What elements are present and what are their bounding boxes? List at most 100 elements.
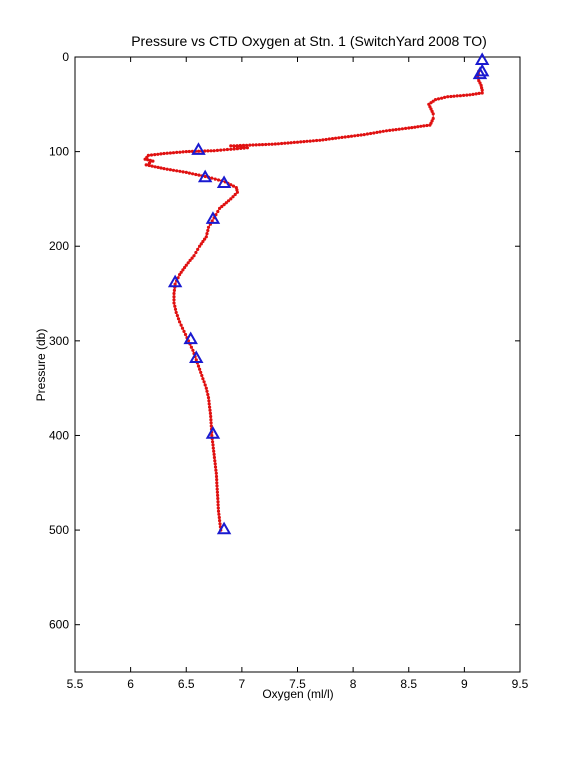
profile-point (388, 128, 392, 132)
bottle-triangle-marker (183, 331, 198, 345)
profile-point (220, 204, 224, 209)
x-tick-label: 6.5 (178, 677, 195, 691)
profile-point (369, 131, 373, 136)
profile-point (196, 364, 201, 368)
profile-point (168, 151, 172, 155)
profile-point (165, 167, 169, 171)
profile-point (431, 112, 435, 116)
profile-point (214, 474, 219, 479)
profile-point (172, 291, 176, 296)
profile-point (208, 411, 212, 415)
profile-point (194, 172, 198, 177)
profile-point (194, 358, 198, 362)
profile-point (148, 158, 152, 162)
profile-point (359, 133, 363, 137)
profile-point (176, 317, 181, 321)
profile-point (446, 95, 450, 99)
profile-point (212, 452, 216, 456)
profile-point (327, 137, 331, 141)
profile-point (427, 102, 431, 106)
profile-point (353, 134, 357, 138)
profile-point (153, 153, 157, 157)
profile-point (216, 500, 220, 504)
profile-point (188, 258, 192, 262)
y-tick-label: 500 (49, 523, 69, 537)
profile-point (206, 396, 211, 400)
profile-point (207, 399, 211, 403)
profile-point (229, 183, 233, 187)
profile-point (215, 478, 219, 482)
profile-point (218, 206, 222, 210)
profile-point (183, 265, 187, 270)
profile-point (180, 326, 185, 330)
profile-point (206, 225, 211, 229)
profile-point (181, 150, 185, 154)
bottle-triangle-marker (205, 211, 221, 224)
profile-point (289, 141, 293, 145)
profile-point (381, 129, 385, 133)
profile-point (400, 127, 404, 131)
profile-point (173, 304, 177, 308)
bottle-triangle-marker (216, 175, 232, 188)
x-tick-label: 6 (127, 677, 134, 691)
profile-point (215, 481, 219, 485)
profile-point (276, 142, 280, 146)
profile-point (182, 329, 186, 333)
profile-point (218, 519, 222, 523)
profile-point (410, 126, 414, 130)
profile-point (231, 184, 236, 188)
profile-point (337, 136, 341, 140)
profile-point (362, 133, 366, 137)
profile-point (203, 383, 207, 387)
profile-point (334, 136, 338, 140)
profile-point (183, 332, 188, 337)
profile-point (187, 171, 191, 175)
profile-point (175, 150, 179, 154)
profile-point (184, 170, 188, 174)
profile-point (208, 408, 212, 412)
profile-point (209, 421, 213, 425)
profile-point (217, 512, 221, 516)
profile-point (267, 142, 271, 146)
profile-point (151, 159, 155, 163)
profile-point (172, 288, 176, 292)
profile-point (431, 116, 435, 121)
x-tick-label: 8 (350, 677, 357, 691)
profile-point (209, 149, 213, 153)
bottle-triangle-marker (191, 142, 206, 155)
profile-point (416, 125, 420, 129)
y-tick-label: 600 (49, 618, 69, 632)
profile-point (217, 515, 221, 520)
profile-point (222, 203, 226, 207)
profile-point (178, 320, 182, 324)
profile-point (372, 131, 376, 135)
profile-point (440, 96, 444, 100)
bottle-sample-series (167, 52, 490, 535)
profile-point (213, 177, 217, 181)
profile-point (199, 242, 203, 246)
profile-point (153, 165, 157, 169)
profile-point (455, 94, 459, 98)
profile-point (203, 149, 207, 153)
profile-point (229, 197, 233, 201)
profile-point (254, 143, 258, 147)
profile-point (216, 493, 220, 497)
profile-point (231, 195, 235, 199)
profile-point (201, 239, 205, 244)
profile-point (229, 144, 233, 148)
profile-point (191, 172, 195, 176)
profile-point (173, 307, 178, 311)
profile-point (292, 140, 296, 144)
profile-point (207, 402, 211, 406)
profile-point (235, 188, 239, 192)
profile-point (186, 261, 190, 265)
profile-point (419, 124, 423, 128)
profile-point (394, 128, 398, 132)
profile-point (208, 405, 212, 409)
profile-point (404, 126, 408, 130)
profile-point (209, 418, 213, 422)
bottle-triangle-marker (205, 426, 221, 439)
profile-point (283, 141, 287, 145)
profile-point (209, 414, 213, 419)
profile-point (196, 247, 200, 251)
